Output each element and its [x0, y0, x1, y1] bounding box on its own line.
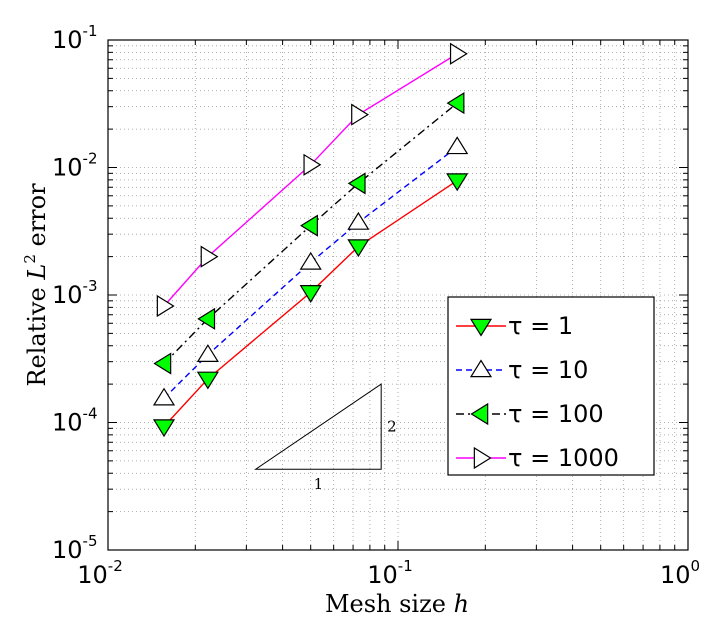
slope-triangle: 12 [254, 383, 397, 493]
legend-label: τ = 1 [508, 312, 573, 340]
series-line [163, 146, 458, 399]
x-tick-label: 10-1 [367, 557, 413, 589]
legend-item: τ = 10 [456, 356, 588, 384]
legend-label: τ = 10 [508, 356, 588, 384]
y-tick-labels: 10-5 10-4 10-3 10-2 10-1 [52, 22, 98, 564]
legend-item: τ = 1 [456, 312, 573, 340]
x-tick-labels: 10-2 10-1 100 [77, 557, 700, 589]
data-point [196, 371, 219, 390]
data-point [446, 136, 469, 155]
data-point [152, 419, 176, 438]
legend-box [447, 296, 655, 476]
series-1 [152, 173, 469, 438]
data-point [347, 172, 366, 195]
data-point [196, 344, 219, 362]
data-point [446, 173, 469, 192]
series-layer [152, 42, 469, 438]
slope-triangle-shape [254, 383, 382, 470]
legend-marker [473, 446, 492, 470]
data-point [347, 211, 370, 230]
legend-item: τ = 1000 [456, 444, 619, 472]
slope-rise-label: 2 [387, 418, 397, 436]
data-point [347, 239, 370, 258]
y-tick-label: 10-1 [52, 22, 98, 54]
data-point [156, 294, 175, 318]
y-tick-label: 10-4 [52, 405, 98, 437]
y-tick-label: 10-5 [52, 532, 98, 564]
x-tick-label: 10-2 [77, 557, 123, 589]
series-2 [152, 136, 469, 406]
slope-run-label: 1 [314, 475, 324, 493]
data-point [300, 214, 318, 237]
legend-item: τ = 100 [456, 400, 604, 428]
data-point [449, 42, 468, 65]
data-point [446, 92, 465, 115]
series-4 [156, 42, 468, 318]
data-point [299, 251, 322, 270]
legend-label: τ = 1000 [508, 444, 619, 472]
y-axis-title: Relative L2 error [21, 183, 51, 387]
data-point [153, 352, 172, 375]
x-tick-label: 100 [660, 557, 700, 589]
legend-marker [469, 318, 493, 337]
data-point [197, 307, 216, 330]
data-point [200, 245, 219, 268]
x-axis-title: Mesh size h [325, 590, 469, 618]
axis-ticks [107, 39, 689, 551]
legend-marker [470, 402, 489, 426]
data-point [152, 387, 176, 406]
data-point [299, 285, 322, 303]
series-3 [153, 92, 465, 375]
legend-marker [469, 359, 493, 378]
data-point [351, 103, 370, 126]
data-point [303, 153, 322, 176]
y-tick-label: 10-3 [52, 277, 98, 309]
legend-label: τ = 100 [508, 400, 604, 428]
legend: τ = 1 τ = 10 τ = 100 τ = 1000 [447, 296, 655, 476]
y-tick-label: 10-2 [52, 150, 98, 182]
